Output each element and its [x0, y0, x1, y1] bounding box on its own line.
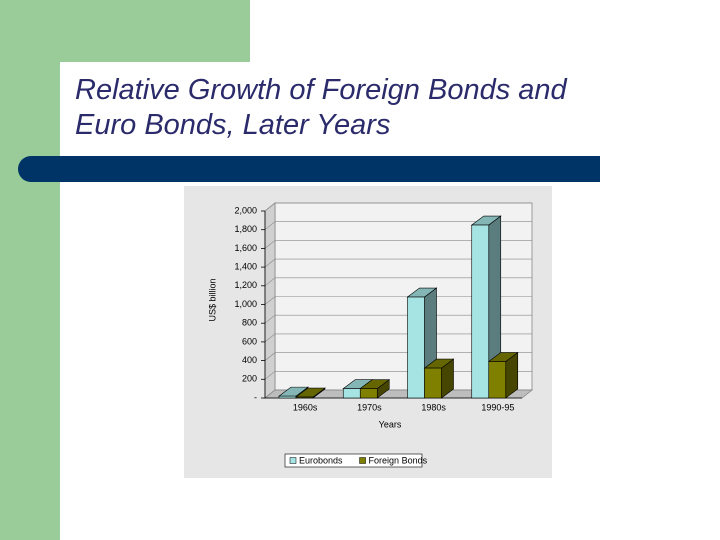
y-tick-label: 2,000 — [234, 205, 257, 215]
slide-title: Relative Growth of Foreign Bonds and Eur… — [75, 74, 567, 141]
grid-line — [264, 277, 532, 287]
y-tick-label: 1,800 — [234, 224, 257, 234]
bar — [488, 361, 507, 399]
x-tick-label: 1960s — [293, 402, 318, 412]
y-axis-label: US$ billion — [207, 278, 217, 321]
y-tick-label: - — [254, 392, 257, 402]
y-tick-label: 400 — [242, 355, 257, 365]
grid-line — [264, 202, 532, 212]
bar — [278, 395, 297, 399]
grid-line — [264, 314, 532, 324]
grid-line — [264, 296, 532, 305]
bar — [471, 224, 490, 399]
legend-label: Foreign Bonds — [369, 455, 428, 465]
x-tick-label: 1980s — [421, 402, 446, 412]
y-tick-label: 1,600 — [234, 243, 257, 253]
x-tick-label: 1990-95 — [481, 402, 514, 412]
decor-strip — [0, 0, 60, 540]
y-tick-label: 1,200 — [234, 280, 257, 290]
bar — [424, 367, 442, 399]
legend-label: Eurobonds — [299, 455, 343, 465]
y-tick-label: 600 — [242, 336, 257, 346]
bar — [359, 388, 378, 399]
x-tick-label: 1970s — [357, 402, 382, 412]
title-rule — [18, 156, 600, 182]
grid-line — [264, 221, 532, 230]
bar — [342, 388, 361, 399]
bar — [295, 396, 314, 399]
grid-line — [264, 258, 532, 268]
y-tick-label: 1,000 — [234, 299, 257, 309]
legend-swatch — [359, 457, 366, 464]
y-tick-label: 1,400 — [234, 261, 257, 271]
grid-line — [264, 240, 532, 249]
legend-swatch — [289, 457, 297, 464]
legend-box — [284, 453, 423, 468]
y-tick-label: 800 — [242, 318, 257, 328]
x-axis-label: Years — [379, 419, 402, 429]
grid-line — [264, 352, 532, 361]
y-tick-label: 200 — [242, 374, 257, 384]
bar — [407, 296, 425, 399]
grid-line — [264, 333, 532, 343]
